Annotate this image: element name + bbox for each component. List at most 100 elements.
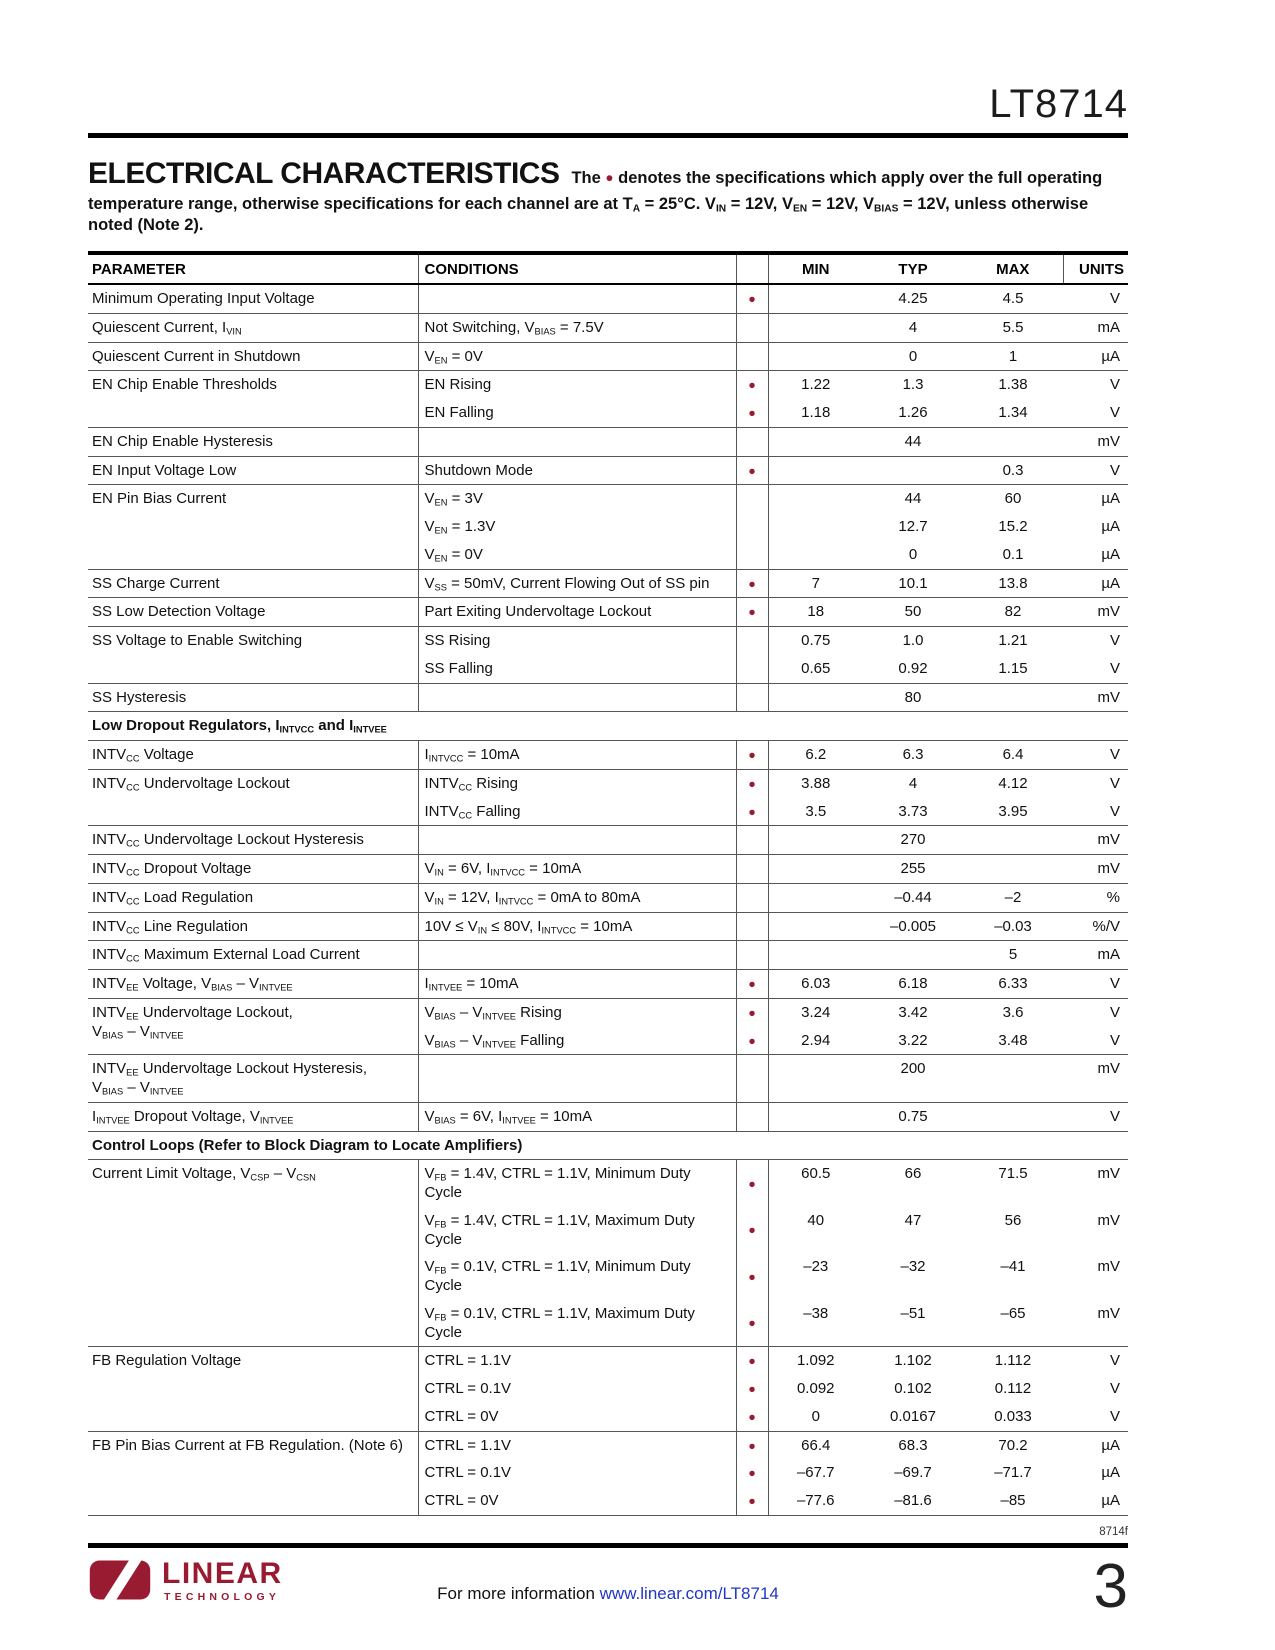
typ-cell: 50 — [863, 597, 963, 627]
table-row: EN Chip Enable Hysteresis 44 mV — [88, 426, 1128, 457]
max-cell: –85 — [1000, 1492, 1026, 1510]
fullrange-dot-cell — [736, 882, 769, 913]
fullrange-dot-cell: ● — [736, 597, 769, 627]
page-footer: LINEAR TECHNOLOGY For more information w… — [88, 1551, 1129, 1621]
table-row: INTVCC Undervoltage Lockout Hysteresis 27… — [88, 825, 1128, 855]
parameter-cell: Quiescent Current in Shutdown — [88, 341, 419, 371]
lt-logo-icon — [89, 1560, 151, 1600]
max-cell: 82 — [963, 597, 1063, 627]
footer-link[interactable]: www.linear.com/LT8714 — [599, 1583, 779, 1603]
overtemp-dot: ● — [748, 406, 756, 421]
table-row: VFB = 0.1V, CTRL = 1.1V, Minimum Duty Cy… — [88, 1253, 1128, 1300]
fullrange-dot-cell: ● — [736, 1375, 769, 1403]
col-header-dot — [736, 251, 769, 286]
parameter-cell: INTVEE Undervoltage Lockout, VBIAS – VINT… — [88, 997, 419, 1055]
typ-cell: 1.26 — [898, 404, 928, 422]
min-cell: 18 — [768, 597, 863, 627]
table-row: Minimum Operating Input Voltage ● 4.25 4.5 V — [88, 283, 1128, 314]
overtemp-dot: ● — [748, 1033, 756, 1048]
table-row: INTVCC Maximum External Load Current 5 mA — [88, 940, 1128, 970]
conditions-cell — [418, 426, 737, 457]
fullrange-dot-cell — [736, 426, 769, 457]
col-header-max: MAX — [963, 251, 1063, 286]
fullrange-dot-cell — [736, 940, 769, 970]
page-number: 3 — [1093, 1551, 1129, 1621]
parameter-cell: INTVEE Voltage, VBIAS – VINTVEE — [88, 969, 419, 999]
conditions-cell: CTRL = 1.1V — [418, 1346, 737, 1376]
table-row: CTRL = 0.1V ● –67.7 –69.7 –71.7 µA — [88, 1459, 1128, 1488]
fullrange-dot-cell: ● — [736, 1430, 769, 1460]
units-cell: V — [1063, 626, 1128, 655]
max-cell: 3.95 — [998, 802, 1028, 820]
table-row: SS Hysteresis 80 mV — [88, 682, 1128, 712]
max-cell: 1.21 — [963, 626, 1063, 655]
max-cell — [963, 682, 1063, 712]
min-cell — [768, 854, 863, 884]
units-cell: µA — [1063, 484, 1128, 514]
conditions-cell: VBIAS – VINTVEE Rising — [418, 997, 737, 1027]
conditions-cell: INTVCC Rising — [418, 768, 737, 798]
max-cell — [963, 854, 1063, 884]
units-cell: mV — [1097, 1211, 1121, 1229]
table-row: VFB = 1.4V, CTRL = 1.1V, Maximum Duty Cy… — [88, 1206, 1128, 1254]
conditions-cell: CTRL = 0V — [418, 1487, 737, 1516]
max-cell: 1.34 — [998, 404, 1028, 422]
footer-info: For more information www.linear.com/LT87… — [437, 1584, 779, 1604]
max-cell: 1.112 — [963, 1346, 1063, 1376]
conditions-cell: EN Rising — [418, 370, 737, 400]
table-row: INTVCC Dropout Voltage VIN = 6V, IINTVCC … — [88, 854, 1128, 884]
units-cell: V — [1063, 997, 1128, 1027]
fullrange-dot-cell: ● — [736, 1402, 769, 1432]
typ-cell — [863, 940, 963, 970]
max-cell: 1 — [963, 341, 1063, 371]
fullrange-dot-cell — [736, 1101, 769, 1132]
fullrange-dot-cell — [736, 654, 769, 684]
min-cell: 3.24 — [768, 997, 863, 1027]
overtemp-dot: ● — [748, 804, 756, 819]
max-cell: 56 — [1004, 1211, 1022, 1229]
table-row: VEN = 1.3V 12.7 15.2 µA — [88, 513, 1128, 541]
min-cell — [768, 513, 863, 541]
table-row: EN Chip Enable Thresholds EN Rising ● 1.22 1… — [88, 370, 1128, 428]
fullrange-dot-cell: ● — [736, 1159, 769, 1207]
conditions-cell: VSS = 50mV, Current Flowing Out of SS pi… — [418, 568, 737, 598]
min-cell: 1.18 — [801, 404, 831, 422]
table-row: INTVEE Voltage, VBIAS – VINTVEE IINTVEE =… — [88, 969, 1128, 999]
min-cell — [768, 312, 863, 343]
units-cell: V — [1063, 1101, 1128, 1132]
parameter-cell: SS Hysteresis — [88, 682, 419, 712]
typ-cell: 1.0 — [863, 626, 963, 655]
units-cell: V — [1109, 404, 1120, 422]
units-cell: mV — [1063, 1159, 1128, 1207]
typ-cell: 0.0167 — [890, 1407, 936, 1425]
typ-cell: –0.44 — [863, 882, 963, 913]
fullrange-dot-cell: ● — [736, 399, 769, 428]
min-cell — [768, 1101, 863, 1132]
units-cell: mA — [1063, 940, 1128, 970]
datasheet-page: LT8714 ELECTRICAL CHARACTERISTICS The ● d… — [88, 0, 1128, 1617]
min-cell — [768, 682, 863, 712]
typ-cell: 0.92 — [898, 659, 928, 677]
parameter-cell: INTVCC Maximum External Load Current — [88, 940, 419, 970]
max-cell: 6.33 — [963, 969, 1063, 999]
fullrange-dot-cell — [736, 854, 769, 884]
min-cell: 3.5 — [805, 802, 827, 820]
fullrange-dot-cell: ● — [736, 1299, 769, 1347]
min-cell: 7 — [768, 568, 863, 598]
typ-cell: –0.005 — [863, 911, 963, 941]
max-cell: 3.6 — [963, 997, 1063, 1027]
max-cell: 71.5 — [963, 1159, 1063, 1207]
typ-cell: 44 — [863, 426, 963, 457]
col-header-parameter: PARAMETER — [88, 251, 419, 286]
parameter-cell: SS Low Detection Voltage — [88, 597, 419, 627]
table-row: INTVEE Undervoltage Lockout Hysteresis, V… — [88, 1054, 1128, 1103]
table-section-header: Control Loops (Refer to Block Diagram to… — [88, 1130, 1128, 1160]
min-cell — [768, 541, 863, 569]
max-cell: 0.112 — [994, 1380, 1032, 1398]
max-cell: –41 — [1000, 1258, 1026, 1276]
table-row: VFB = 0.1V, CTRL = 1.1V, Maximum Duty Cy… — [88, 1299, 1128, 1347]
table-row: EN Input Voltage Low Shutdown Mode ● 0.3 V — [88, 455, 1128, 485]
col-header-typ: TYP — [863, 251, 963, 286]
parameter-cell: INTVEE Undervoltage Lockout Hysteresis, V… — [88, 1054, 419, 1103]
fullrange-dot-cell: ● — [736, 283, 769, 314]
